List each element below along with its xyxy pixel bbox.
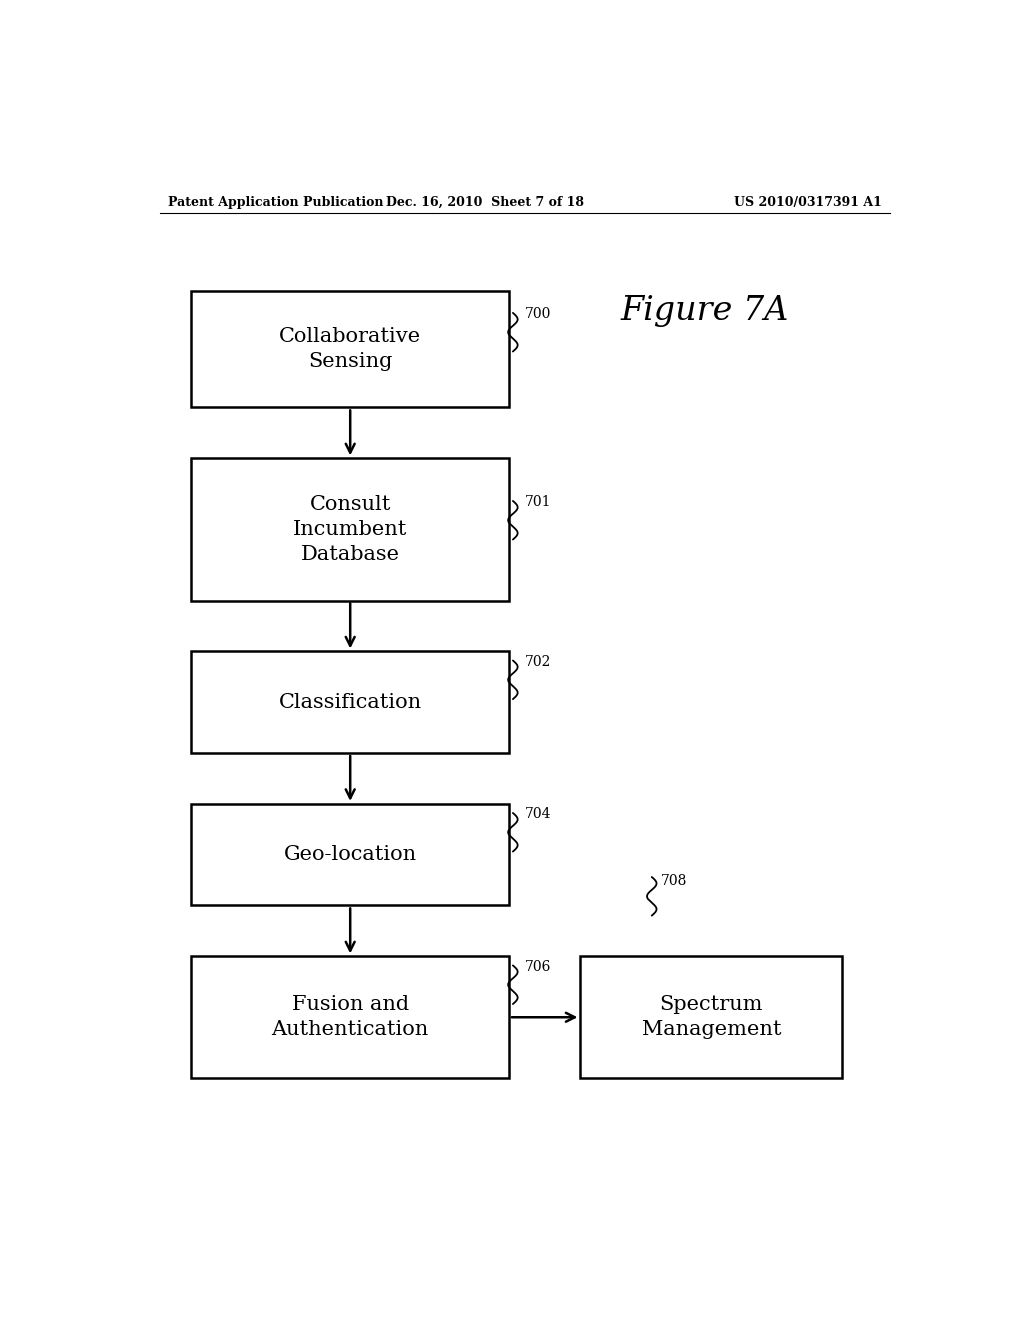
- Text: Patent Application Publication: Patent Application Publication: [168, 195, 383, 209]
- Bar: [581, 956, 842, 1078]
- Text: Classification: Classification: [279, 693, 422, 711]
- Text: 701: 701: [524, 495, 551, 510]
- Text: Collaborative
Sensing: Collaborative Sensing: [280, 327, 421, 371]
- Bar: [191, 290, 509, 408]
- Text: Spectrum
Management: Spectrum Management: [642, 995, 781, 1039]
- Text: US 2010/0317391 A1: US 2010/0317391 A1: [734, 195, 882, 209]
- Bar: [191, 956, 509, 1078]
- Text: 708: 708: [662, 874, 688, 888]
- Text: 706: 706: [524, 960, 551, 974]
- Bar: [191, 651, 509, 752]
- Text: 700: 700: [524, 308, 551, 321]
- Text: Fusion and
Authentication: Fusion and Authentication: [271, 995, 429, 1039]
- Text: Consult
Incumbent
Database: Consult Incumbent Database: [293, 495, 408, 564]
- Text: Dec. 16, 2010  Sheet 7 of 18: Dec. 16, 2010 Sheet 7 of 18: [386, 195, 584, 209]
- Bar: [191, 804, 509, 906]
- Text: 702: 702: [524, 655, 551, 669]
- Text: 704: 704: [524, 807, 551, 821]
- Bar: [191, 458, 509, 601]
- Text: Geo-location: Geo-location: [284, 845, 417, 865]
- Text: Figure 7A: Figure 7A: [620, 294, 788, 327]
